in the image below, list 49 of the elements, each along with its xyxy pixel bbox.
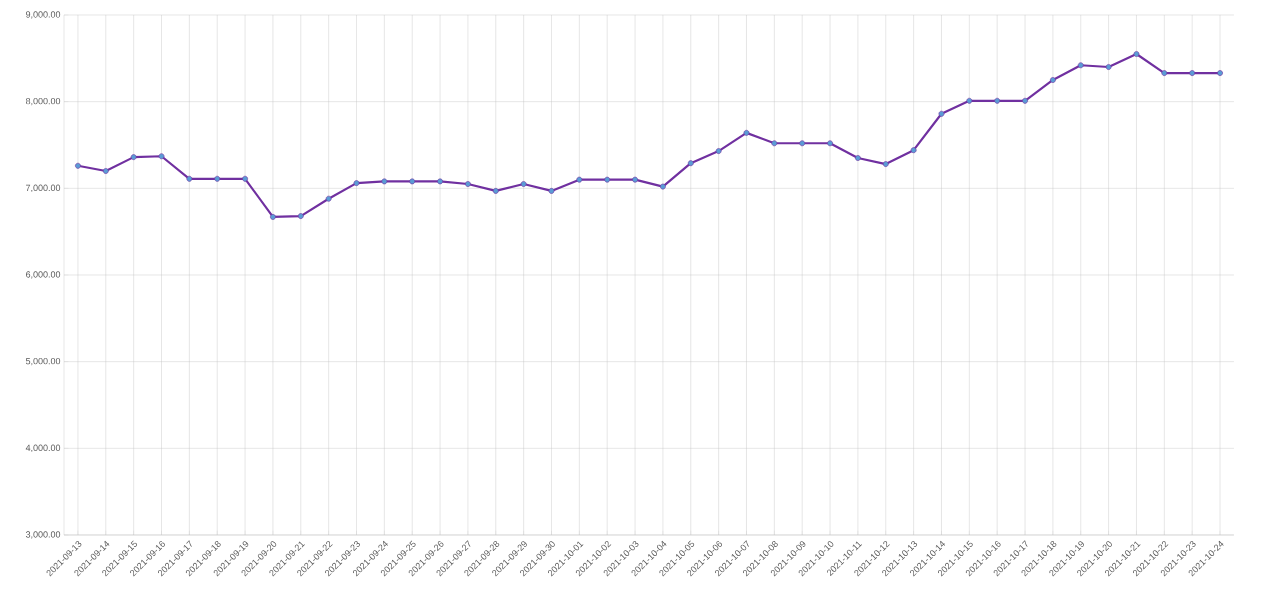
point <box>827 140 833 147</box>
point <box>966 97 973 104</box>
point <box>576 176 583 183</box>
point <box>604 176 611 183</box>
point <box>520 181 527 187</box>
point <box>1133 51 1140 57</box>
point <box>1105 64 1112 70</box>
point <box>743 129 750 136</box>
point <box>130 154 137 161</box>
point <box>799 140 806 147</box>
point <box>437 178 443 185</box>
point <box>771 140 778 147</box>
y-tick-label: 7,000.00 <box>26 184 61 193</box>
point <box>353 180 360 187</box>
y-tick-label: 6,000.00 <box>26 271 61 279</box>
y-tick-label: 4,000.00 <box>25 444 61 453</box>
point <box>548 188 555 194</box>
point <box>1022 97 1028 104</box>
point <box>1050 77 1056 83</box>
y-tick-label: 3,000.00 <box>25 531 61 539</box>
point <box>75 162 81 169</box>
point <box>409 178 416 185</box>
point <box>186 175 193 182</box>
y-tick-label: 9,000.00 <box>26 11 61 19</box>
point <box>102 168 109 174</box>
point <box>1217 70 1223 76</box>
y-tick-label: 8,000.00 <box>25 97 61 106</box>
point <box>492 188 499 194</box>
point <box>687 160 694 167</box>
point <box>715 148 722 154</box>
point <box>297 213 304 219</box>
y-tick-label: 5,000.00 <box>25 357 61 366</box>
point <box>910 147 917 154</box>
point <box>938 110 945 117</box>
point <box>325 195 332 202</box>
point <box>158 153 165 160</box>
point <box>994 97 1001 104</box>
point <box>855 155 861 161</box>
point <box>381 178 388 185</box>
point <box>1077 62 1084 69</box>
point <box>660 183 666 190</box>
point <box>214 175 221 182</box>
point <box>242 175 248 182</box>
point <box>632 176 638 183</box>
point <box>1189 70 1196 76</box>
point <box>465 181 471 187</box>
point <box>882 161 889 167</box>
point <box>1161 70 1168 76</box>
point <box>270 214 276 220</box>
